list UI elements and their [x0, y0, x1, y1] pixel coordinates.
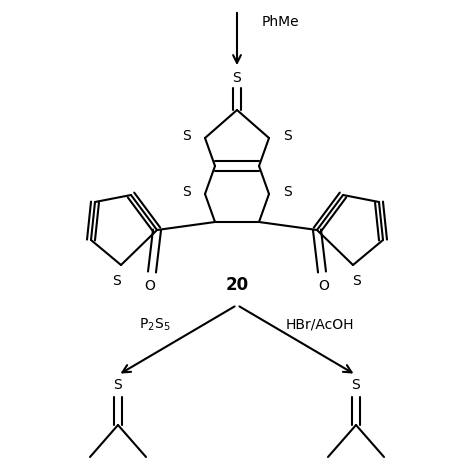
Text: HBr/AcOH: HBr/AcOH — [286, 318, 354, 332]
Text: S: S — [352, 378, 360, 392]
Text: O: O — [319, 279, 329, 293]
Text: 20: 20 — [226, 276, 248, 294]
Text: S: S — [233, 71, 241, 85]
Text: S: S — [353, 274, 361, 288]
Text: S: S — [283, 129, 292, 143]
Text: PhMe: PhMe — [262, 15, 300, 29]
Text: S: S — [113, 274, 121, 288]
Text: O: O — [145, 279, 155, 293]
Text: S: S — [283, 185, 292, 199]
Text: S: S — [114, 378, 122, 392]
Text: S: S — [182, 185, 191, 199]
Text: S: S — [182, 129, 191, 143]
Text: P$_2$S$_5$: P$_2$S$_5$ — [139, 317, 171, 333]
